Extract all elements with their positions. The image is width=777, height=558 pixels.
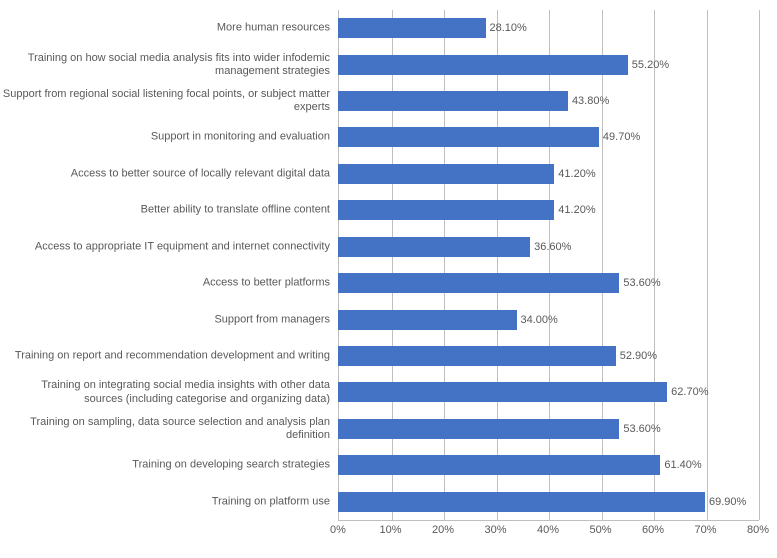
bar-value-label: 28.10% <box>490 22 527 34</box>
bar-value-label: 55.20% <box>632 59 669 71</box>
x-tick-label: 50% <box>589 524 611 536</box>
category-label: More human resources <box>0 22 334 35</box>
chart-row: Access to better platforms 53.60% <box>0 265 777 301</box>
category-label: Support from managers <box>0 313 334 326</box>
bar-value-label: 41.20% <box>558 168 595 180</box>
x-tick-label: 80% <box>747 524 769 536</box>
bar-value-label: 52.90% <box>620 350 657 362</box>
bar <box>338 237 530 257</box>
x-tick-label: 30% <box>484 524 506 536</box>
category-label: Access to better source of locally relev… <box>0 167 334 180</box>
category-label: Training on sampling, data source select… <box>0 416 334 442</box>
chart-row: Training on sampling, data source select… <box>0 411 777 447</box>
x-tick-label: 0% <box>330 524 346 536</box>
x-tick-label: 20% <box>432 524 454 536</box>
bar <box>338 200 554 220</box>
bar <box>338 55 628 75</box>
x-tick-label: 10% <box>379 524 401 536</box>
chart-row: Training on integrating social media ins… <box>0 374 777 410</box>
chart-row: Support in monitoring and evaluation 49.7… <box>0 119 777 155</box>
bar <box>338 164 554 184</box>
chart-row: Training on developing search strategies… <box>0 447 777 483</box>
chart-row: Training on platform use 69.90% <box>0 484 777 520</box>
bar-value-label: 34.00% <box>521 314 558 326</box>
bar <box>338 492 705 512</box>
bar <box>338 310 517 330</box>
chart-row: Support from managers 34.00% <box>0 301 777 337</box>
bar-value-label: 53.60% <box>623 277 660 289</box>
bar <box>338 91 568 111</box>
x-tick-label: 70% <box>694 524 716 536</box>
category-label: Training on developing search strategies <box>0 459 334 472</box>
bar-value-label: 53.60% <box>623 423 660 435</box>
chart-row: Training on report and recommendation de… <box>0 338 777 374</box>
bar-value-label: 41.20% <box>558 204 595 216</box>
x-tick-label: 40% <box>537 524 559 536</box>
category-label: Access to better platforms <box>0 277 334 290</box>
bar-value-label: 36.60% <box>534 241 571 253</box>
bar <box>338 18 486 38</box>
chart-row: Access to better source of locally relev… <box>0 156 777 192</box>
bar <box>338 455 660 475</box>
bar <box>338 382 667 402</box>
chart-row: Access to appropriate IT equipment and i… <box>0 229 777 265</box>
chart-row: More human resources 28.10% <box>0 10 777 46</box>
bar-value-label: 61.40% <box>664 459 701 471</box>
bar-value-label: 69.90% <box>709 496 746 508</box>
chart-row: Training on how social media analysis fi… <box>0 46 777 82</box>
category-label: Training on report and recommendation de… <box>0 349 334 362</box>
chart-row: Support from regional social listening f… <box>0 83 777 119</box>
bar <box>338 273 619 293</box>
category-label: Training on integrating social media ins… <box>0 379 334 405</box>
category-label: Support in monitoring and evaluation <box>0 131 334 144</box>
bar <box>338 419 619 439</box>
bar-value-label: 43.80% <box>572 95 609 107</box>
x-tick-label: 60% <box>642 524 664 536</box>
category-label: Access to appropriate IT equipment and i… <box>0 240 334 253</box>
category-label: Training on platform use <box>0 495 334 508</box>
category-label: Support from regional social listening f… <box>0 88 334 114</box>
bar-value-label: 62.70% <box>671 386 708 398</box>
chart-container: More human resources 28.10% Training on ho… <box>0 0 777 558</box>
bar <box>338 127 599 147</box>
bar-value-label: 49.70% <box>603 131 640 143</box>
category-label: Better ability to translate offline cont… <box>0 204 334 217</box>
category-label: Training on how social media analysis fi… <box>0 51 334 77</box>
chart-row: Better ability to translate offline cont… <box>0 192 777 228</box>
bar <box>338 346 616 366</box>
